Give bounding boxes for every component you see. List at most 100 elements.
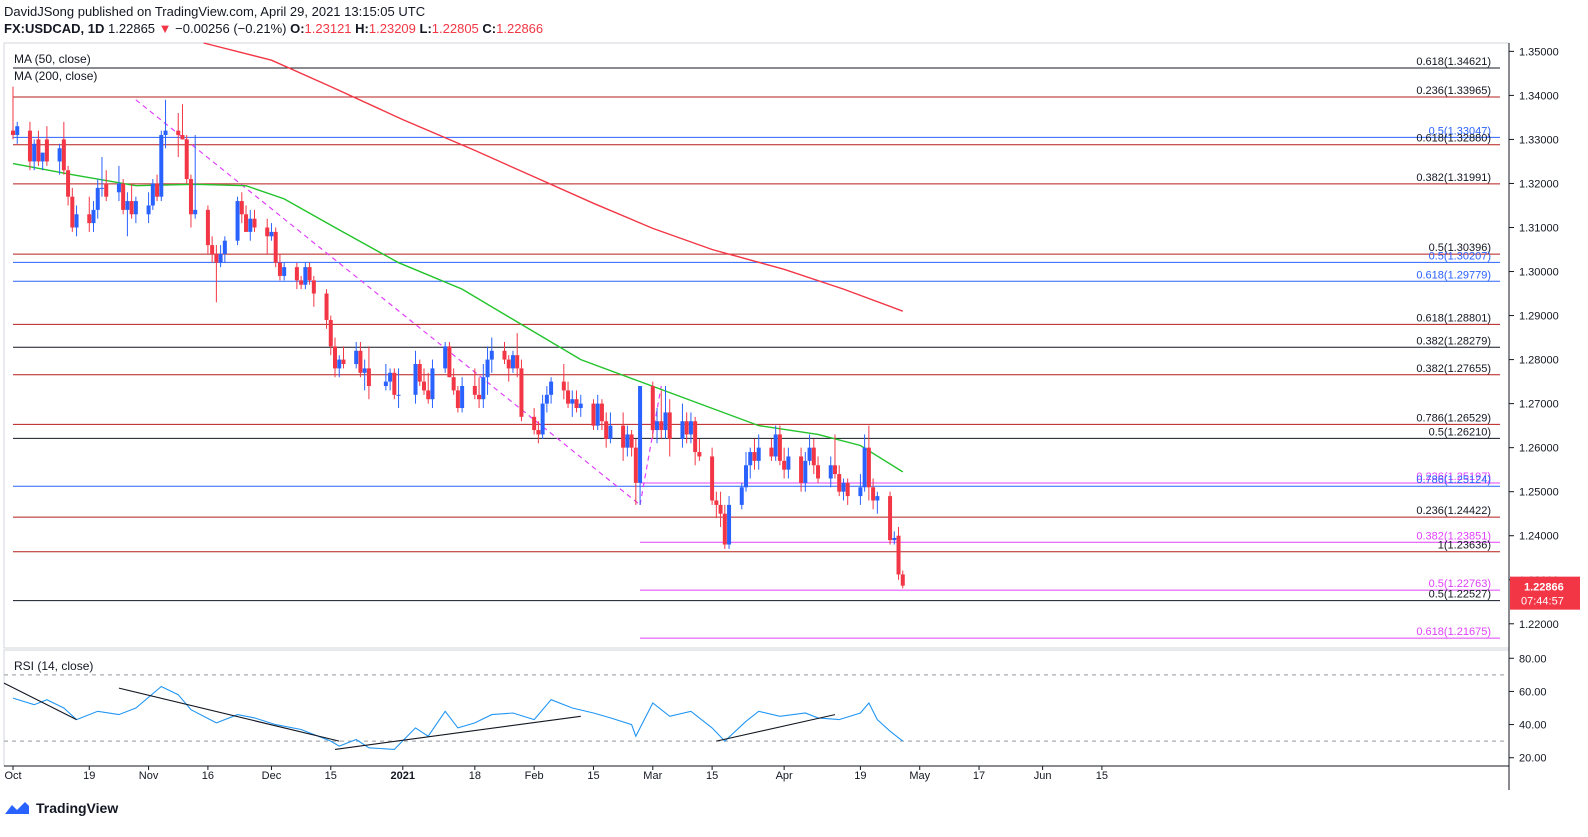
candle-body: [892, 537, 897, 541]
candle-body: [214, 253, 219, 263]
candle-body: [549, 381, 554, 395]
candle-body: [540, 403, 545, 435]
fib-level-label: 0.5(1.30207): [1429, 250, 1491, 262]
rsi-trendline: [334, 715, 581, 750]
candle-body: [510, 355, 515, 369]
last-price-badge: [1510, 576, 1580, 610]
candle-body: [803, 460, 808, 483]
date-tick-label: Nov: [139, 770, 159, 782]
candle-body: [519, 368, 524, 417]
candle-body: [888, 496, 893, 541]
candle-body: [544, 394, 549, 404]
candle-body: [235, 201, 240, 241]
ma200-legend[interactable]: MA (200, close): [14, 69, 98, 83]
candle-body: [748, 452, 753, 466]
candle-body: [205, 209, 210, 246]
date-tick-label: 17: [973, 770, 985, 782]
candle-body: [244, 214, 249, 232]
date-tick-label: 18: [469, 770, 481, 782]
price-tick-label: 1.31000: [1519, 222, 1559, 234]
date-tick-label: 15: [587, 770, 599, 782]
candle-body: [366, 368, 371, 387]
ma200-line: [203, 42, 904, 312]
date-tick-label: 15: [1096, 770, 1108, 782]
candle-body: [472, 386, 477, 395]
candle-body: [756, 447, 761, 461]
candle-body: [188, 179, 193, 215]
candle-body: [693, 421, 698, 453]
last-price: 1.22865: [108, 21, 156, 36]
rsi-trendline: [716, 714, 836, 742]
price-tick-label: 1.34000: [1519, 90, 1559, 102]
open-value: 1.23121: [304, 21, 352, 36]
candle-body: [684, 421, 689, 435]
fib-level-label: 0.618(1.29779): [1416, 269, 1491, 281]
candle-body: [777, 434, 782, 461]
candle-body: [578, 403, 583, 409]
candle-body: [184, 139, 189, 180]
fib-level-label: 0.5(1.33047): [1429, 125, 1491, 137]
candle-body: [282, 267, 287, 276]
candle-body: [294, 267, 299, 281]
candle-body: [129, 201, 134, 215]
date-tick-label: 19: [83, 770, 95, 782]
candle-body: [460, 386, 465, 409]
fib-level-label: 0.618(1.21675): [1416, 626, 1491, 638]
candle-body: [396, 394, 401, 396]
rsi-tick-label: 60.00: [1519, 686, 1547, 698]
candle-body: [625, 434, 630, 448]
candle-body: [57, 148, 62, 162]
fib-level-label: 0.382(1.28279): [1416, 335, 1491, 347]
candle-body: [265, 227, 270, 237]
publish-line: DavidJSong published on TradingView.com,…: [4, 4, 426, 19]
candle-body: [74, 214, 79, 228]
candle-body: [502, 350, 507, 360]
candle-body: [782, 460, 787, 470]
fib-level-label: 0.618(1.32880): [1416, 133, 1491, 145]
fib-level-label: 0.236(1.25197): [1416, 471, 1491, 483]
price-tick-label: 1.32000: [1519, 178, 1559, 190]
candle-body: [621, 425, 626, 448]
fib-level-label: 0.786(1.26529): [1416, 412, 1491, 424]
rsi-trendline: [118, 687, 340, 742]
candle-body: [663, 412, 668, 431]
rsi-legend[interactable]: RSI (14, close): [14, 659, 94, 673]
candle-body: [36, 139, 41, 162]
candle-body: [845, 482, 850, 497]
price-tick-label: 1.25000: [1519, 487, 1559, 499]
price-tick-label: 1.24000: [1519, 531, 1559, 543]
open-label: O:: [290, 21, 305, 36]
candle-body: [714, 500, 719, 505]
bar-countdown: 07:44:57: [1521, 596, 1564, 608]
candle-body: [722, 513, 727, 545]
candle-body: [447, 346, 452, 378]
fib-level-label: 0.5(1.22527): [1429, 589, 1491, 601]
candle-body: [341, 359, 346, 364]
candle-body: [104, 183, 109, 197]
candle-body: [481, 377, 486, 400]
candle-body: [837, 474, 842, 492]
ma50-legend[interactable]: MA (50, close): [14, 52, 91, 66]
candle-body: [362, 368, 367, 373]
candle-body: [638, 386, 643, 483]
candle-body: [99, 187, 104, 189]
candle-body: [591, 403, 596, 426]
candle-body: [421, 381, 426, 391]
down-arrow-icon: ▼: [158, 21, 172, 36]
candle-body: [15, 126, 20, 136]
date-tick-label: Apr: [776, 770, 793, 782]
candle-body: [32, 143, 37, 162]
rsi-trendline: [3, 682, 77, 721]
candle-body: [710, 456, 715, 501]
candle-body: [430, 368, 435, 400]
candle-body: [875, 496, 880, 501]
candle-body: [218, 253, 223, 263]
candle-body: [299, 280, 304, 285]
price-tick-label: 1.35000: [1519, 46, 1559, 58]
candle-body: [333, 346, 338, 369]
candle-body: [324, 293, 329, 320]
candle-body: [595, 403, 600, 426]
fib-level-label: 0.382(1.31991): [1416, 172, 1491, 184]
candle-body: [133, 201, 138, 215]
